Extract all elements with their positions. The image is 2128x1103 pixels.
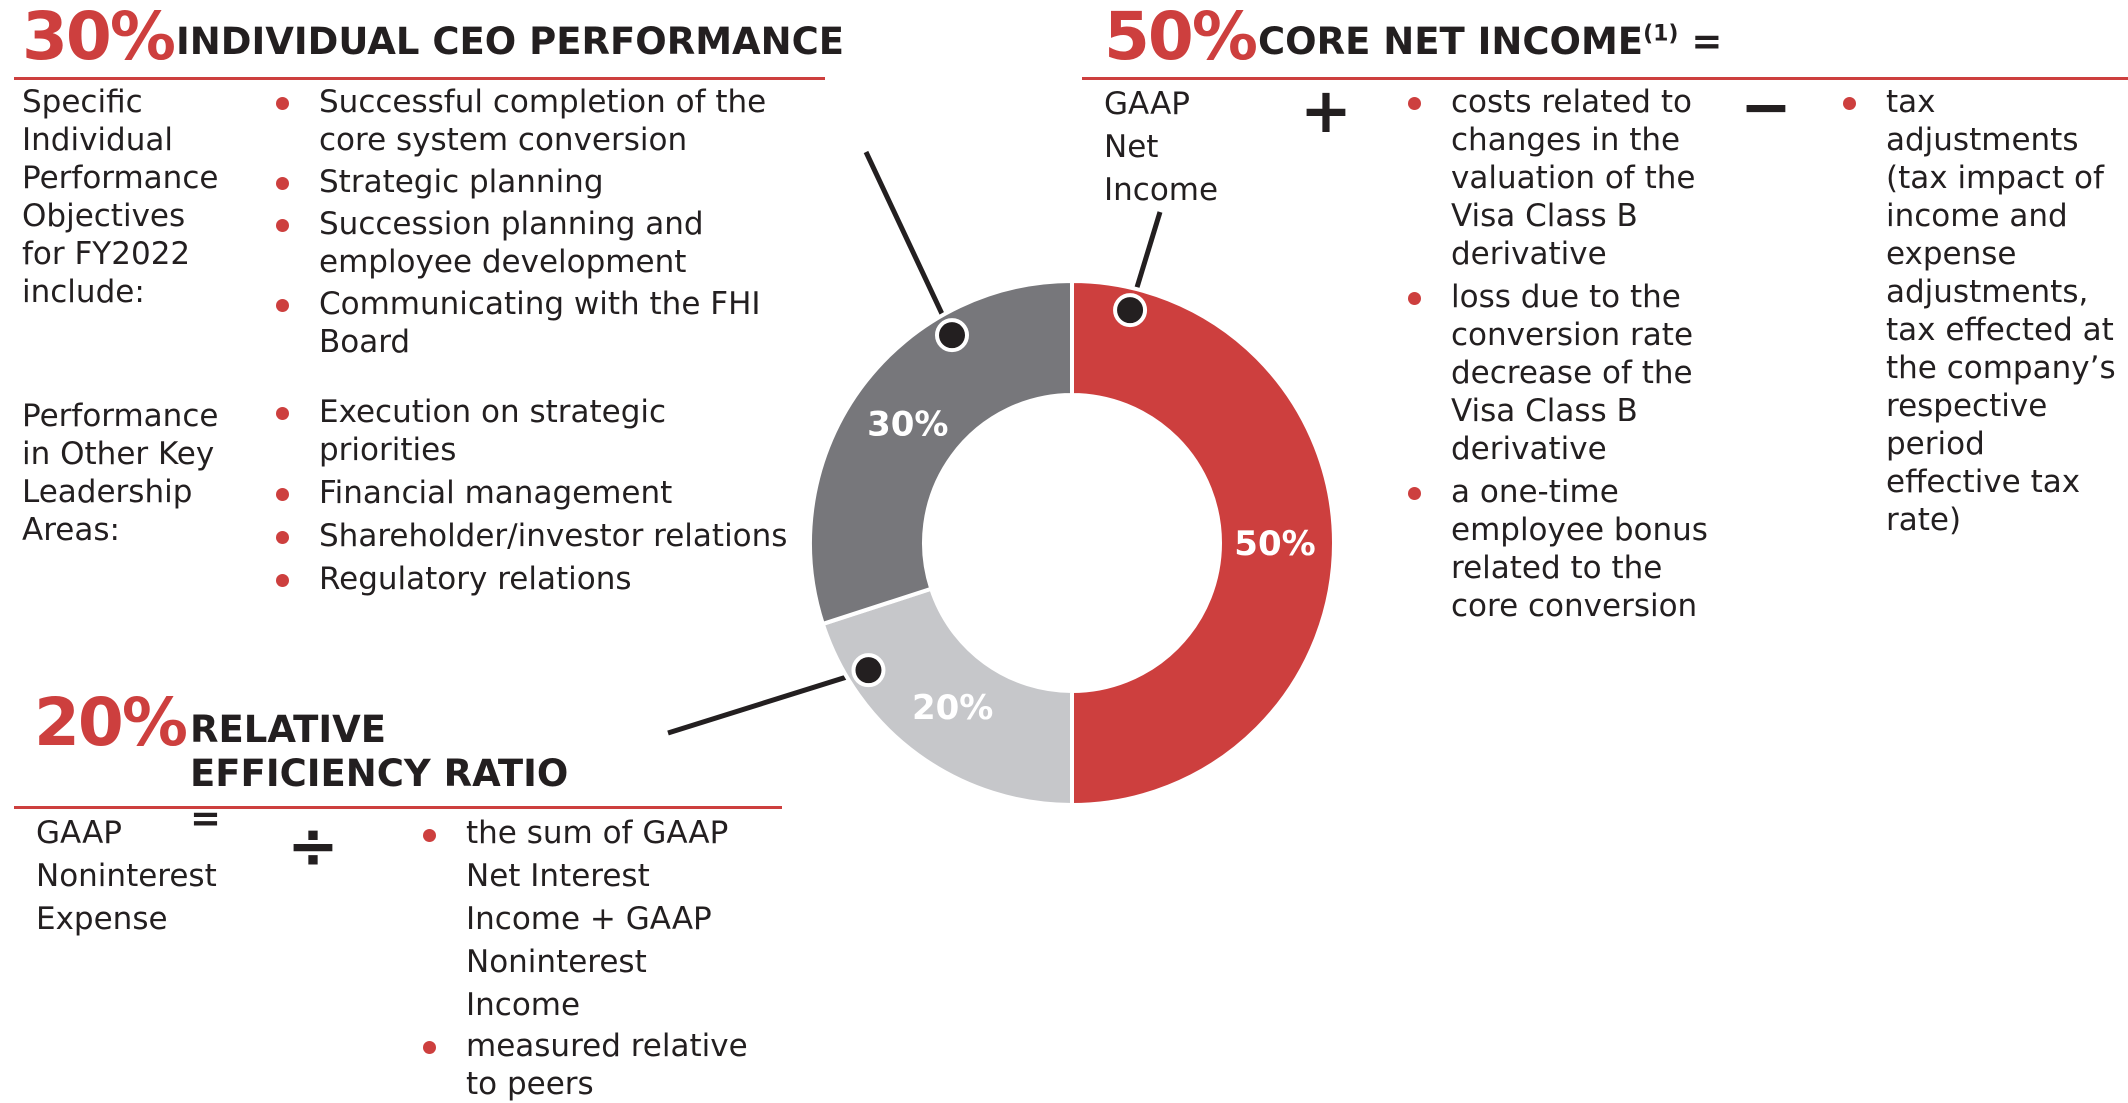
list-item: Financial management xyxy=(276,474,799,512)
list-item: Communicating with the FHI Board xyxy=(276,285,789,361)
ceo-specific-label: Specific Individual Performance Objectiv… xyxy=(22,84,219,310)
list-item: Strategic planning xyxy=(276,163,789,201)
core-add-list: costs related to changes in the valuatio… xyxy=(1408,83,1716,625)
bullet-icon xyxy=(1843,97,1856,110)
slice-label-core: 50% xyxy=(1234,524,1315,564)
core-base: GAAP Net Income xyxy=(1104,86,1219,208)
bullet-icon xyxy=(423,829,436,842)
list-item: a one-time employee bonus related to the… xyxy=(1408,473,1716,625)
efficiency-title: RELATIVE EFFICIENCY RATIO = xyxy=(190,708,569,840)
list-item: Successful completion of the core system… xyxy=(276,83,789,159)
leader-ceo-line xyxy=(863,150,955,337)
efficiency-rule xyxy=(14,806,782,809)
donut-chart: 50% 20% 30% xyxy=(667,150,1336,808)
slice-efficiency-ratio xyxy=(820,586,1074,808)
core-footnote: (1) xyxy=(1643,21,1679,47)
donut-slices xyxy=(808,278,1336,808)
leader-dots xyxy=(851,293,1148,688)
bullet-icon xyxy=(276,531,289,544)
core-subtract-list: tax adjustments (tax impact of income an… xyxy=(1843,83,2124,539)
divide-icon: ÷ xyxy=(287,809,339,882)
slice-ceo-performance xyxy=(808,278,1074,627)
bullet-icon xyxy=(1408,292,1421,305)
bullet-icon xyxy=(276,97,289,110)
bullet-icon xyxy=(276,574,289,587)
list-item: Shareholder/investor relations xyxy=(276,517,799,555)
ceo-percent: 30% xyxy=(22,0,176,75)
core-rule xyxy=(1082,77,2128,80)
leader-efficiency-line xyxy=(667,667,870,736)
ceo-rule xyxy=(14,77,825,80)
ceo-specific-list: Successful completion of the core system… xyxy=(276,83,789,361)
bullet-icon xyxy=(1408,97,1421,110)
slice-label-ceo: 30% xyxy=(867,405,948,445)
core-percent: 50% xyxy=(1104,0,1258,75)
bullet-icon xyxy=(276,407,289,420)
list-item: Regulatory relations xyxy=(276,560,799,598)
bullet-icon xyxy=(423,1041,436,1054)
leader-efficiency-dot xyxy=(851,653,886,688)
minus-icon: − xyxy=(1740,70,1792,143)
leader-core-dot xyxy=(1113,293,1148,328)
core-title: CORE NET INCOME xyxy=(1258,20,1644,63)
list-item: costs related to changes in the valuatio… xyxy=(1408,83,1716,273)
core-title-wrap: CORE NET INCOME(1) = xyxy=(1258,20,1722,64)
core-equals: = xyxy=(1691,20,1723,63)
bullet-icon xyxy=(276,219,289,232)
list-item: Succession planning and employee develop… xyxy=(276,205,789,281)
ceo-other-list: Execution on strategic priorities Financ… xyxy=(276,393,799,598)
list-item: tax adjustments (tax impact of income an… xyxy=(1843,83,2124,539)
list-item: the sum of GAAP Net Interest Income + GA… xyxy=(423,812,766,1027)
list-item: measured relative to peers xyxy=(423,1027,766,1103)
bullet-icon xyxy=(276,299,289,312)
slice-label-efficiency: 20% xyxy=(912,688,993,728)
bullet-icon xyxy=(1408,487,1421,500)
list-item: loss due to the conversion rate decrease… xyxy=(1408,278,1716,468)
list-item: Execution on strategic priorities xyxy=(276,393,799,469)
leader-ceo-dot xyxy=(935,318,969,353)
ceo-title: INDIVIDUAL CEO PERFORMANCE xyxy=(176,20,845,63)
efficiency-percent: 20% xyxy=(34,684,188,761)
ceo-other-label: Performance in Other Key Leadership Area… xyxy=(22,398,219,548)
efficiency-list: the sum of GAAP Net Interest Income + GA… xyxy=(423,812,766,1103)
slice-core-net-income xyxy=(1070,278,1336,808)
bullet-icon xyxy=(276,177,289,190)
plus-icon: + xyxy=(1300,74,1352,147)
slice-labels: 50% 20% 30% xyxy=(867,405,1316,729)
efficiency-base: GAAP Noninterest Expense xyxy=(36,815,217,937)
bullet-icon xyxy=(276,488,289,501)
